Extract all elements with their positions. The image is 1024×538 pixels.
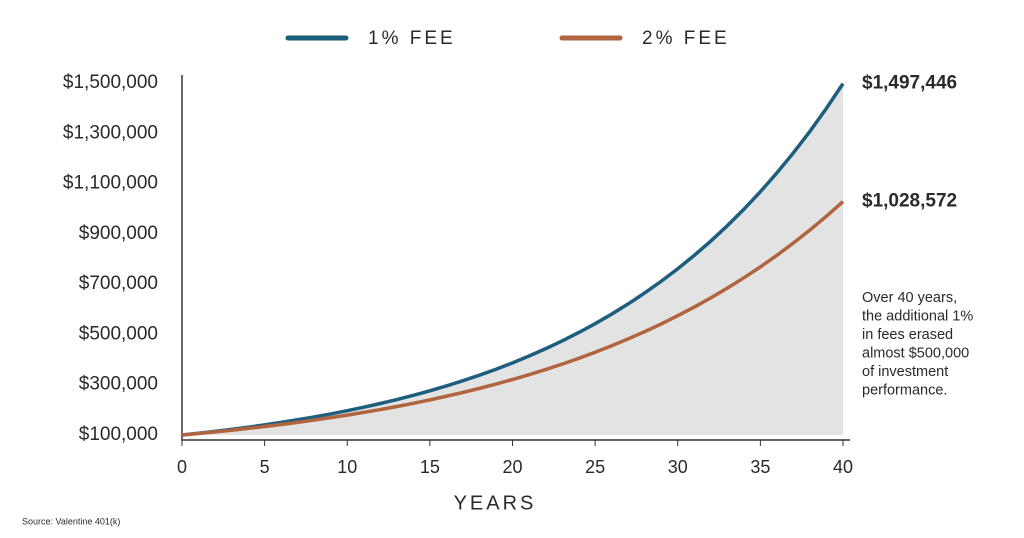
y-tick-label: $700,000 xyxy=(79,273,158,294)
y-tick-label: $1,100,000 xyxy=(63,173,158,194)
annotation: performance. xyxy=(862,382,947,398)
x-tick-label: 15 xyxy=(420,457,440,477)
legend-label: 2% FEE xyxy=(642,28,730,49)
x-tick-label: 20 xyxy=(502,457,522,477)
x-tick-label: 25 xyxy=(585,457,605,477)
x-tick-label: 0 xyxy=(177,457,187,477)
x-tick-label: 30 xyxy=(668,457,688,477)
legend-label: 1% FEE xyxy=(368,28,456,49)
y-tick-label: $500,000 xyxy=(79,323,158,344)
area xyxy=(182,83,843,435)
annotation: Over 40 years, xyxy=(862,290,957,306)
x-axis-label: YEARS xyxy=(454,492,537,514)
line xyxy=(181,200,845,437)
annotation: the additional 1% xyxy=(862,308,973,324)
y-tick-label: $300,000 xyxy=(79,374,158,395)
annotation: in fees erased xyxy=(862,327,953,343)
end-label: $1,497,446 xyxy=(862,73,957,94)
line xyxy=(181,82,845,437)
x-tick-label: 35 xyxy=(750,457,770,477)
x-tick-label: 40 xyxy=(833,457,853,477)
y-tick-label: $1,500,000 xyxy=(63,72,158,93)
x-tick-label: 5 xyxy=(260,457,270,477)
x-tick-label: 10 xyxy=(337,457,357,477)
y-tick-label: $100,000 xyxy=(79,424,158,445)
y-tick-label: $1,300,000 xyxy=(63,122,158,143)
source: Source: Valentine 401(k) xyxy=(22,516,120,526)
y-tick-label: $900,000 xyxy=(79,223,158,244)
annotation: almost $500,000 xyxy=(862,345,969,361)
end-label: $1,028,572 xyxy=(862,191,957,212)
annotation: of investment xyxy=(862,364,948,380)
